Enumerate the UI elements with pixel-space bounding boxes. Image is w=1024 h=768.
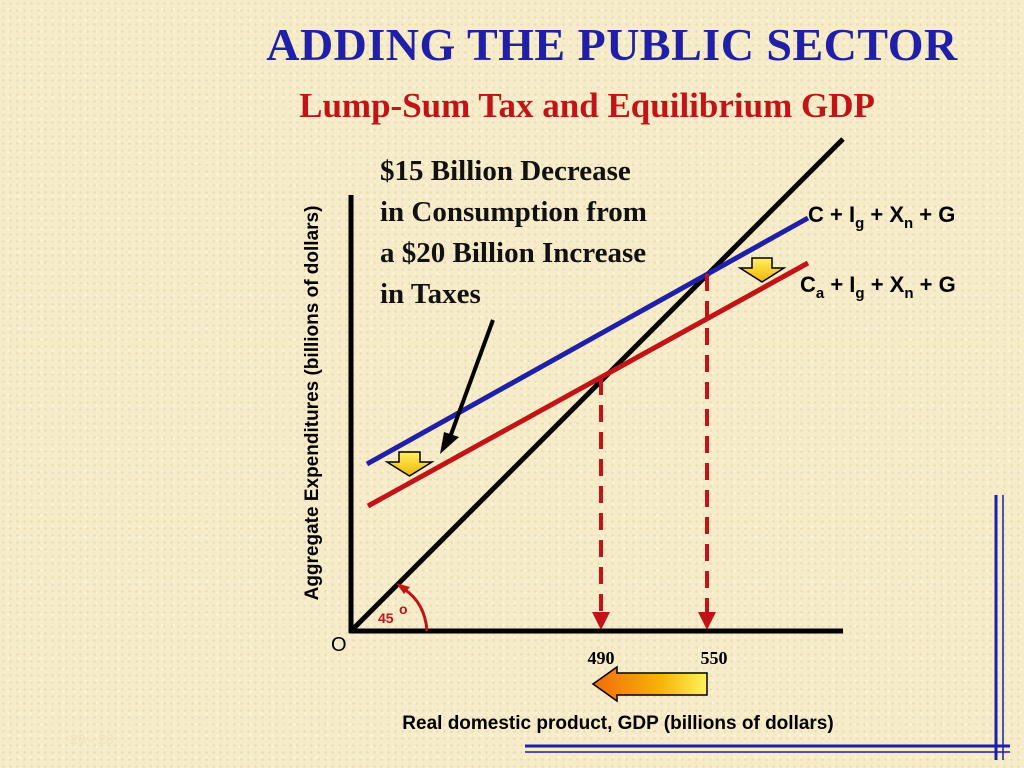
annotation-line-3: a $20 Billion Increase (380, 237, 646, 269)
annotation-line-2: in Consumption from (380, 196, 647, 228)
annotation-text: $15 Billion Decrease in Consumption from… (380, 155, 654, 310)
x-tick-label-490: 490 (588, 648, 615, 668)
curve-label-lower: Ca + Ig + Xn + G (800, 272, 956, 302)
curve-label-upper: C + Ig + Xn + G (808, 202, 955, 232)
ae-line-before-tax (365, 215, 810, 467)
shift-down-arrow-left (384, 451, 435, 477)
slide-title: ADDING THE PUBLIC SECTOR (266, 19, 958, 70)
slide-subtitle: Lump-Sum Tax and Equilibrium GDP (299, 86, 875, 125)
y-axis-title: Aggregate Expenditures (billions of doll… (302, 206, 323, 601)
ae-line-after-tax (366, 260, 810, 509)
angle-degree-sign: o (399, 601, 408, 617)
annotation-line-4: in Taxes (380, 278, 481, 310)
equilibrium-drop-550 (698, 274, 716, 630)
angle-label: 45 (378, 610, 394, 626)
x-tick-label-550: 550 (701, 648, 728, 668)
annotation-arrow (440, 319, 495, 454)
origin-label: O (331, 634, 347, 656)
x-axis-title: Real domestic product, GDP (billions of … (402, 713, 833, 734)
shift-down-arrow-right (737, 257, 787, 283)
gdp-decrease-arrow (591, 665, 708, 703)
slide-number: 20 - 28 (70, 731, 114, 747)
forty-five-degree-line (349, 137, 845, 633)
angle-arc-arrowhead (396, 583, 410, 594)
equilibrium-drop-490 (592, 378, 610, 630)
annotation-line-1: $15 Billion Decrease (380, 155, 631, 187)
slide-frame (525, 495, 1010, 760)
angle-arc (403, 587, 429, 632)
